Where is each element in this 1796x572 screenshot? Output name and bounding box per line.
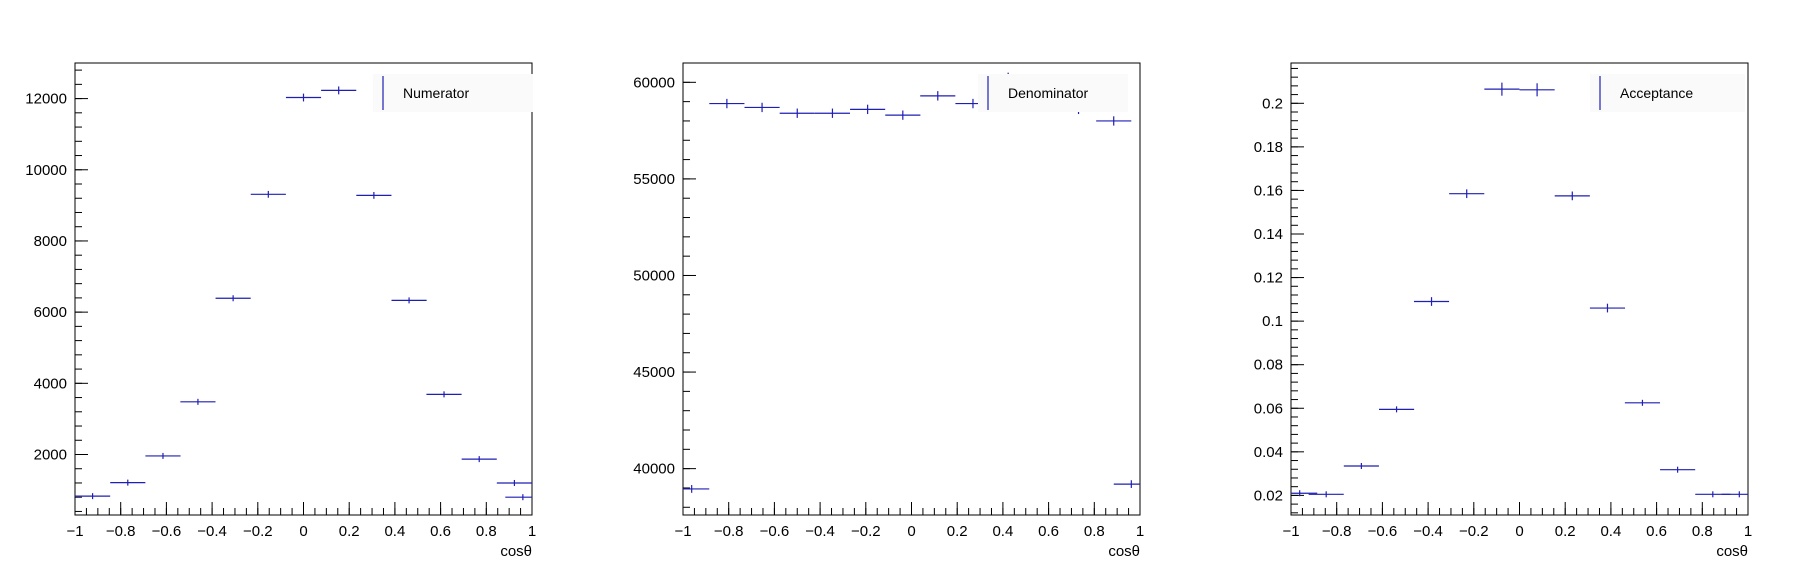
y-tick-label: 0.14 [1254,226,1283,243]
y-tick-label: 45000 [633,364,675,381]
x-axis-label: cosθ [500,543,532,560]
numerator-chart: −1 −0.8 −0.6 −0.4 −0.2 0 0.2 0.4 0.6 0.8 120004000… [25,62,536,560]
y-tick-label: 0.18 [1254,139,1283,156]
plot-frame [1290,62,1749,516]
y-tick-label: 0.08 [1254,357,1283,374]
y-tick-label: 0.16 [1254,182,1283,199]
y-tick-label: 55000 [633,171,675,188]
x-tick-label: −1 [674,523,691,540]
y-tick-label: 0.02 [1254,487,1283,504]
y-tick-label: 0.1 [1262,313,1283,330]
y-tick-label: 4000 [34,375,67,392]
x-tick-label: −0.6 [760,523,790,540]
x-tick-label: 0.6 [1646,523,1667,540]
x-tick-label: −1 [66,523,83,540]
x-tick-label: 1 [528,523,536,540]
x-tick-label: 0.8 [476,523,497,540]
x-tick-label: −0.4 [197,523,227,540]
acceptance-chart: −1 −0.8 −0.6 −0.4 −0.2 0 0.2 0.4 0.6 0.8 1 0.02 0.04… [1254,62,1752,560]
x-tick-label: −0.2 [243,523,273,540]
legend-box [373,74,533,112]
x-tick-label: −0.2 [851,523,881,540]
x-tick-label: −0.4 [1413,523,1443,540]
x-tick-label: 0 [299,523,307,540]
x-tick-label: 0.4 [384,523,405,540]
x-tick-label: 0.8 [1692,523,1713,540]
x-tick-label: 0.6 [430,523,451,540]
x-tick-label: 0.2 [947,523,968,540]
x-tick-label: 0.6 [1038,523,1059,540]
y-tick-label: 60000 [633,74,675,91]
x-tick-label: 0 [1515,523,1523,540]
legend-label: Denominator [1008,85,1088,101]
x-axis-label: cosθ [1108,543,1140,560]
y-tick-label: 0.12 [1254,270,1283,287]
y-tick-label: 2000 [34,446,67,463]
x-tick-label: −1 [1282,523,1299,540]
x-tick-label: −0.8 [714,523,744,540]
legend-label: Acceptance [1620,85,1693,101]
x-tick-label: −0.6 [1368,523,1398,540]
y-tick-label: 6000 [34,304,67,321]
legend-box [978,74,1128,112]
x-tick-label: 0.8 [1084,523,1105,540]
x-tick-label: −0.8 [106,523,136,540]
x-tick-label: 1 [1744,523,1752,540]
denominator-chart: −1 −0.8 −0.6 −0.4 −0.2 0 0.2 0.4 0.6 0.8 1 40000 450… [633,62,1144,560]
x-tick-label: −0.8 [1322,523,1352,540]
y-tick-label: 50000 [633,267,675,284]
y-tick-label: 8000 [34,233,67,250]
plot-frame [74,62,533,516]
y-tick-label: 0.04 [1254,444,1283,461]
x-tick-label: −0.4 [805,523,835,540]
plot-frame [682,62,1141,516]
y-tick-label: 0.2 [1262,95,1283,112]
x-tick-label: 0 [907,523,915,540]
x-tick-label: 0.2 [1555,523,1576,540]
x-tick-label: 0.2 [339,523,360,540]
y-tick-label: 10000 [25,162,67,179]
y-tick-label: 40000 [633,461,675,478]
legend-box [1590,74,1745,112]
x-tick-label: 1 [1136,523,1144,540]
x-tick-label: 0.4 [992,523,1013,540]
x-axis-label: cosθ [1716,543,1748,560]
y-tick-label: 12000 [25,91,67,108]
x-tick-label: 0.4 [1600,523,1621,540]
legend-label: Numerator [403,85,469,101]
x-tick-label: −0.2 [1459,523,1489,540]
x-tick-label: −0.6 [152,523,182,540]
y-tick-label: 0.06 [1254,400,1283,417]
